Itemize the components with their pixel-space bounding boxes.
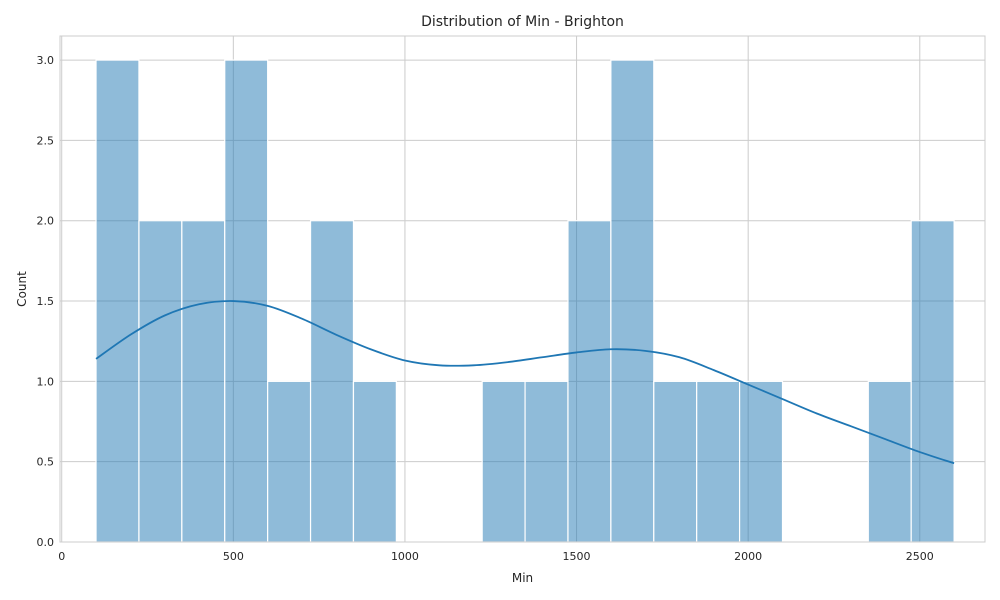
histogram-bar [524, 380, 569, 543]
x-tick-label: 1000 [391, 550, 419, 563]
histogram-bar [910, 220, 955, 543]
histogram-bar [481, 380, 526, 543]
histogram-bar [738, 380, 784, 543]
histogram-bar [867, 380, 912, 543]
histogram-bar [567, 220, 612, 543]
x-tick-label: 0 [58, 550, 65, 563]
kde-line [95, 300, 955, 465]
y-tick-label: 1.0 [37, 375, 55, 388]
y-axis-ticks: 0.0 0.5 1.0 1.5 2.0 2.5 3.0 [37, 54, 55, 549]
histogram-bar [610, 59, 655, 543]
histogram-bars [95, 59, 955, 543]
y-tick-label: 3.0 [37, 54, 55, 67]
axes-border [59, 35, 986, 543]
x-tick-label: 2000 [734, 550, 762, 563]
y-axis-label: Count [15, 271, 29, 307]
x-tick-label: 2500 [906, 550, 934, 563]
histogram-bar [352, 380, 397, 543]
x-axis-ticks: 0 500 1000 1500 2000 2500 [58, 550, 934, 563]
histogram-bar [181, 220, 226, 543]
y-tick-label: 0.5 [37, 456, 55, 469]
axes-frame [59, 35, 986, 543]
y-tick-label: 0.0 [37, 536, 55, 549]
histogram-bar [653, 380, 698, 543]
histogram-bar [696, 380, 741, 543]
y-tick-label: 2.5 [37, 134, 55, 147]
histogram-bar [267, 380, 312, 543]
x-tick-label: 500 [223, 550, 244, 563]
chart-title: Distribution of Min - Brighton [421, 14, 624, 30]
x-axis-label: Min [512, 571, 533, 585]
histogram-bar [309, 220, 355, 543]
x-tick-label: 1500 [563, 550, 591, 563]
histogram-bar [95, 59, 140, 543]
y-tick-label: 1.5 [37, 295, 55, 308]
y-tick-label: 2.0 [37, 215, 55, 228]
histogram-bar [138, 220, 183, 543]
